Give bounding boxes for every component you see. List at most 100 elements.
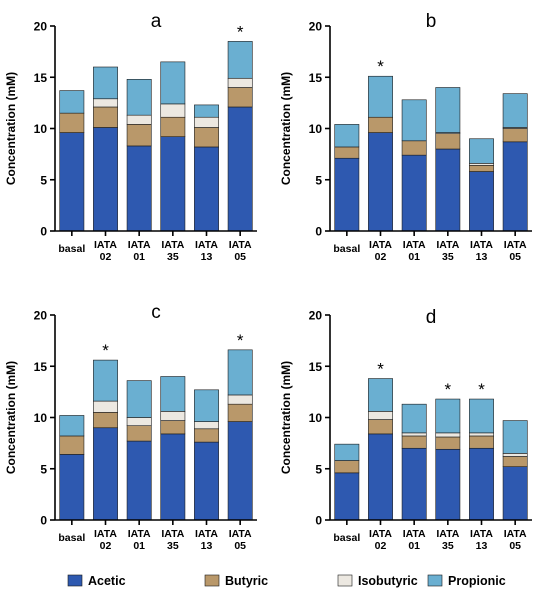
bar-butyric-5	[502, 456, 528, 468]
bar-propionic-0	[334, 124, 360, 148]
y-tick-label: 15	[34, 360, 48, 374]
bar-acetic-0	[334, 157, 360, 232]
chart-panel-d: Concentration (mM) 0 5 10 15 20 basal * IATA 02 IA…	[279, 307, 532, 552]
chart-panel-b: Concentration (mM) 0 5 10 15 20 basal * IATA 02 IA…	[279, 11, 532, 263]
y-axis-label: Concentration (mM)	[279, 72, 293, 185]
bar-butyric-2	[126, 425, 152, 442]
bar-propionic-5	[502, 420, 528, 454]
significance-marker: *	[102, 341, 109, 360]
bar-acetic-0	[334, 472, 360, 521]
significance-marker: *	[377, 57, 384, 76]
x-tick-label: basal	[333, 243, 360, 255]
bar-butyric-2	[401, 140, 427, 156]
bar-propionic-5	[227, 349, 253, 396]
x-tick-label: IATA 05	[504, 239, 527, 263]
bar-butyric-2	[126, 124, 152, 147]
bar-propionic-4	[469, 138, 494, 164]
bar-acetic-2	[126, 440, 152, 521]
significance-marker: *	[445, 380, 452, 399]
bar-butyric-1	[368, 116, 393, 133]
x-tick-label: IATA 02	[369, 239, 392, 263]
bar-propionic-0	[334, 443, 360, 461]
y-axis-label: Concentration (mM)	[279, 361, 293, 474]
bar-butyric-5	[502, 128, 528, 143]
y-tick-label: 5	[315, 173, 322, 187]
significance-marker: *	[377, 360, 384, 379]
bar-acetic-2	[126, 145, 152, 232]
legend-item-isobutyric: Isobutyric	[337, 574, 418, 588]
legend-item-acetic: Acetic	[67, 574, 126, 588]
chart-panels: Concentration (mM) 0 5 10 15 20 basal IATA 02 IAT…	[4, 11, 532, 552]
bar-acetic-4	[469, 171, 494, 232]
bar-acetic-1	[368, 433, 393, 521]
bar-acetic-1	[93, 127, 118, 232]
bar-acetic-5	[227, 421, 253, 521]
bar-propionic-3	[435, 398, 461, 434]
bar-acetic-0	[59, 454, 85, 521]
bar-isobutyric-1	[93, 400, 118, 413]
y-tick-label: 10	[34, 411, 48, 425]
bar-isobutyric-3	[160, 411, 186, 421]
bar-isobutyric-4	[194, 421, 219, 430]
x-tick-label: IATA 02	[369, 528, 392, 552]
panel-label: d	[426, 307, 437, 328]
bar-butyric-3	[160, 420, 186, 435]
y-tick-label: 20	[34, 20, 48, 34]
x-tick-label: IATA 01	[403, 239, 426, 263]
y-tick-label: 10	[34, 122, 48, 136]
bar-butyric-4	[469, 165, 494, 172]
bar-propionic-0	[59, 90, 85, 114]
bar-butyric-4	[194, 428, 219, 443]
bar-propionic-5	[502, 93, 528, 128]
bar-acetic-3	[160, 433, 186, 521]
bar-acetic-3	[435, 148, 461, 232]
bar-acetic-3	[435, 448, 461, 521]
bar-isobutyric-3	[160, 103, 186, 118]
bar-butyric-5	[227, 87, 253, 108]
x-tick-label: IATA 01	[128, 239, 151, 263]
chart-legend: Acetic Butyric Isobutyric Propionic	[67, 574, 506, 588]
x-tick-label: basal	[333, 532, 360, 544]
bar-acetic-3	[160, 136, 186, 232]
legend-label: Isobutyric	[358, 574, 418, 588]
y-axis-label: Concentration (mM)	[4, 361, 18, 474]
bar-butyric-5	[227, 403, 253, 422]
bar-isobutyric-1	[93, 98, 118, 108]
legend-label: Butyric	[225, 574, 268, 588]
bar-butyric-1	[368, 419, 393, 435]
bar-butyric-4	[469, 435, 494, 449]
x-tick-label: IATA 35	[161, 239, 184, 263]
legend-item-propionic: Propionic	[427, 574, 506, 588]
x-tick-label: IATA 35	[436, 239, 459, 263]
y-tick-label: 15	[309, 71, 323, 85]
bar-butyric-0	[334, 460, 360, 474]
x-tick-label: IATA 13	[195, 239, 218, 263]
x-tick-label: IATA 05	[229, 528, 252, 552]
y-tick-label: 0	[40, 514, 47, 528]
bar-propionic-2	[401, 99, 427, 142]
bar-butyric-3	[435, 436, 461, 450]
panel-label: b	[426, 11, 437, 32]
x-tick-label: IATA 13	[470, 528, 493, 552]
y-tick-label: 15	[34, 71, 48, 85]
bar-isobutyric-3	[435, 432, 461, 438]
legend-swatch	[337, 574, 353, 587]
bar-butyric-0	[59, 435, 85, 455]
bar-propionic-2	[401, 403, 427, 434]
bar-propionic-5	[227, 41, 253, 79]
panel-label: c	[151, 302, 161, 323]
bar-propionic-4	[194, 104, 219, 118]
bar-propionic-1	[368, 75, 393, 118]
legend-label: Acetic	[88, 574, 126, 588]
bar-butyric-2	[401, 435, 427, 449]
x-tick-label: IATA 13	[470, 239, 493, 263]
bar-propionic-2	[126, 380, 152, 418]
bar-butyric-3	[435, 133, 461, 150]
bar-butyric-0	[59, 112, 85, 133]
bar-propionic-0	[59, 415, 85, 437]
x-tick-label: basal	[58, 243, 85, 255]
bar-isobutyric-4	[469, 432, 494, 437]
y-tick-label: 0	[315, 225, 322, 239]
bar-propionic-1	[93, 359, 118, 402]
